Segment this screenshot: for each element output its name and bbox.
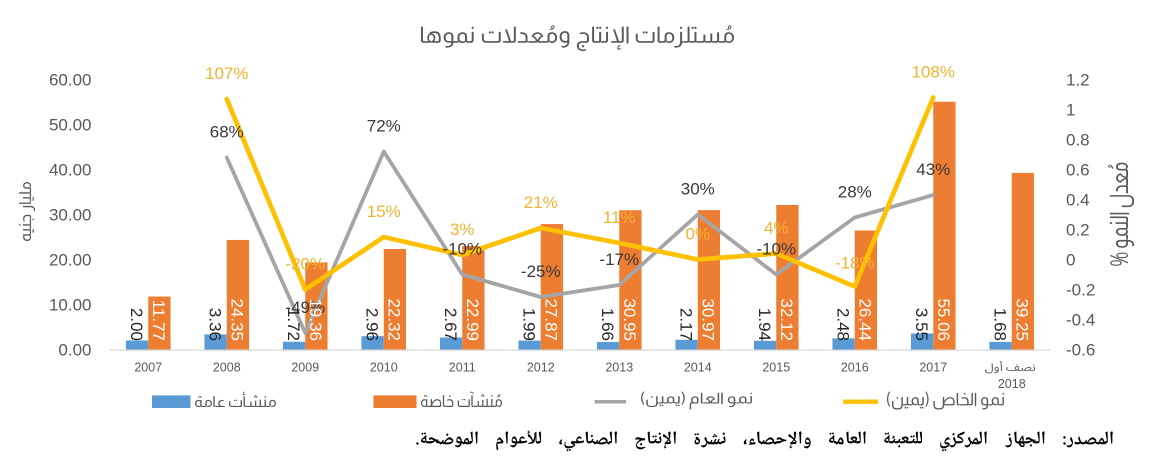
svg-text:0.6: 0.6 xyxy=(1066,161,1090,180)
svg-text:1.2: 1.2 xyxy=(1066,71,1090,90)
svg-text:11.77: 11.77 xyxy=(149,300,168,341)
svg-text:40.00: 40.00 xyxy=(49,161,92,180)
svg-text:107%: 107% xyxy=(205,64,248,83)
svg-text:2.00: 2.00 xyxy=(127,308,146,341)
svg-text:4%: 4% xyxy=(764,219,789,238)
svg-text:2012: 2012 xyxy=(527,361,555,375)
svg-text:30.97: 30.97 xyxy=(699,298,718,341)
svg-text:60.00: 60.00 xyxy=(49,71,92,90)
svg-text:1: 1 xyxy=(1066,101,1075,120)
svg-text:-0.4: -0.4 xyxy=(1066,311,1095,330)
svg-text:24.35: 24.35 xyxy=(228,298,247,341)
svg-text:30.95: 30.95 xyxy=(620,298,639,341)
svg-text:2015: 2015 xyxy=(762,361,790,375)
svg-text:22.32: 22.32 xyxy=(385,298,404,341)
svg-text:2010: 2010 xyxy=(370,361,398,375)
svg-text:1.94: 1.94 xyxy=(755,308,774,341)
svg-text:108%: 108% xyxy=(912,63,955,82)
svg-text:2.17: 2.17 xyxy=(676,308,695,341)
svg-text:3%: 3% xyxy=(450,220,475,239)
svg-text:32.12: 32.12 xyxy=(777,298,796,341)
svg-text:27.87: 27.87 xyxy=(542,298,561,341)
svg-text:2.67: 2.67 xyxy=(441,308,460,341)
svg-text:55.06: 55.06 xyxy=(934,298,953,341)
svg-text:-0.2: -0.2 xyxy=(1066,281,1095,300)
svg-text:2018: 2018 xyxy=(998,377,1026,391)
svg-text:15%: 15% xyxy=(367,202,401,221)
svg-text:0%: 0% xyxy=(685,225,710,244)
svg-text:-10%: -10% xyxy=(442,240,482,259)
svg-text:0.2: 0.2 xyxy=(1066,221,1090,240)
svg-text:39.25: 39.25 xyxy=(1013,298,1032,341)
svg-text:22.99: 22.99 xyxy=(463,298,482,341)
svg-text:28%: 28% xyxy=(838,183,872,202)
svg-text:50.00: 50.00 xyxy=(49,116,92,135)
svg-text:21%: 21% xyxy=(524,193,558,212)
svg-text:11%: 11% xyxy=(603,208,636,227)
svg-text:-49%: -49% xyxy=(285,298,325,317)
svg-text:2008: 2008 xyxy=(213,361,241,375)
svg-text:2.96: 2.96 xyxy=(362,308,381,341)
svg-text:2014: 2014 xyxy=(684,361,712,375)
svg-text:0.8: 0.8 xyxy=(1066,131,1090,150)
svg-text:2.48: 2.48 xyxy=(833,308,852,341)
svg-text:1.66: 1.66 xyxy=(598,308,617,341)
svg-text:2009: 2009 xyxy=(291,361,319,375)
svg-text:1.99: 1.99 xyxy=(519,308,538,341)
svg-text:30.00: 30.00 xyxy=(49,206,92,225)
svg-text:3.55: 3.55 xyxy=(912,308,931,341)
svg-text:0.00: 0.00 xyxy=(58,341,91,360)
svg-text:20.00: 20.00 xyxy=(49,251,92,270)
svg-text:72%: 72% xyxy=(367,117,401,136)
svg-text:2011: 2011 xyxy=(449,361,476,375)
svg-text:2017: 2017 xyxy=(919,361,947,375)
svg-text:-20%: -20% xyxy=(285,255,325,274)
svg-text:2013: 2013 xyxy=(605,361,633,375)
svg-text:30%: 30% xyxy=(681,180,715,199)
svg-text:1.68: 1.68 xyxy=(990,308,1009,341)
svg-text:-10%: -10% xyxy=(756,240,796,259)
svg-text:-18%: -18% xyxy=(835,254,875,273)
svg-text:43%: 43% xyxy=(916,160,950,179)
svg-text:68%: 68% xyxy=(210,123,244,142)
svg-text:3.36: 3.36 xyxy=(205,308,224,341)
svg-text:-17%: -17% xyxy=(599,250,639,269)
svg-text:2016: 2016 xyxy=(841,361,869,375)
svg-text:0: 0 xyxy=(1066,251,1075,270)
svg-text:1.72: 1.72 xyxy=(284,308,303,341)
svg-text:0.4: 0.4 xyxy=(1066,191,1090,210)
svg-text:-25%: -25% xyxy=(521,262,561,281)
svg-text:26.44: 26.44 xyxy=(856,298,875,341)
svg-text:-0.6: -0.6 xyxy=(1066,341,1095,360)
svg-text:2007: 2007 xyxy=(134,361,162,375)
svg-text:10.00: 10.00 xyxy=(49,296,92,315)
svg-text:19.36: 19.36 xyxy=(306,298,325,341)
